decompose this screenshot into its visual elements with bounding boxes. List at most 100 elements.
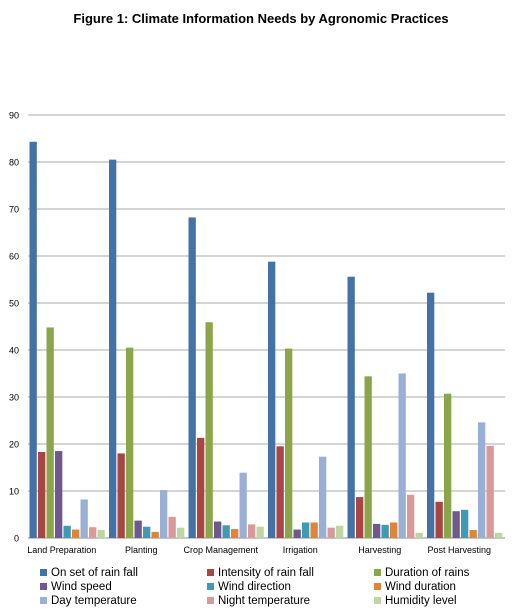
legend-swatch <box>374 569 381 576</box>
legend-item: Intensity of rain fall <box>207 566 374 579</box>
y-tick-label: 90 <box>9 111 19 121</box>
legend-label: Intensity of rain fall <box>218 566 314 579</box>
bar <box>248 524 256 538</box>
legend-swatch <box>374 597 381 604</box>
bar <box>29 141 37 539</box>
bar <box>327 527 335 538</box>
bar <box>319 456 327 538</box>
legend-item: Duration of rains <box>374 566 520 579</box>
bar <box>55 451 63 538</box>
x-tick-label: Crop Management <box>183 545 258 555</box>
bar <box>347 276 355 538</box>
x-tick-label: Irrigation <box>283 545 318 555</box>
bar <box>444 393 452 538</box>
legend-label: Day temperature <box>51 594 137 607</box>
bar <box>63 525 71 538</box>
bar <box>276 446 284 538</box>
bar <box>373 523 381 538</box>
bar <box>143 526 151 538</box>
bar <box>109 159 117 538</box>
y-tick-label: 10 <box>9 487 19 497</box>
chart-title: Figure 1: Climate Information Needs by A… <box>73 11 449 26</box>
legend: On set of rain fall Intensity of rain fal… <box>40 566 520 607</box>
bar <box>46 327 54 538</box>
legend-swatch <box>40 597 47 604</box>
legend-label: Night temperature <box>218 594 311 607</box>
x-tick-label: Planting <box>125 545 158 555</box>
legend-item: Humidity level <box>374 594 520 607</box>
bar <box>293 529 301 538</box>
bar <box>222 525 230 538</box>
bar <box>336 525 344 538</box>
legend-label: Wind duration <box>385 580 456 593</box>
bar <box>117 453 125 538</box>
bar <box>407 494 415 538</box>
bar <box>214 521 222 538</box>
bar <box>469 530 477 538</box>
legend-item: On set of rain fall <box>40 566 207 579</box>
bar <box>415 532 423 538</box>
bar <box>310 522 318 538</box>
bar <box>256 526 264 538</box>
bar <box>38 451 46 538</box>
legend-item: Day temperature <box>40 594 207 607</box>
bar <box>486 445 494 538</box>
legend-swatch <box>207 597 214 604</box>
y-tick-label: 70 <box>9 205 19 215</box>
y-tick-label: 60 <box>9 252 19 262</box>
bar <box>239 472 247 538</box>
bar <box>72 529 80 538</box>
bar <box>381 524 389 538</box>
bar <box>478 422 486 538</box>
bar <box>398 373 406 538</box>
legend-label: Wind direction <box>218 580 291 593</box>
bar <box>495 532 503 538</box>
y-tick-label: 40 <box>9 346 19 356</box>
x-tick-label: Post Harvesting <box>427 545 491 555</box>
legend-swatch <box>207 569 214 576</box>
bar <box>285 348 293 538</box>
bar <box>390 522 398 538</box>
bar <box>435 501 443 538</box>
bar <box>427 292 435 538</box>
y-tick-label: 30 <box>9 393 19 403</box>
y-tick-label: 50 <box>9 299 19 309</box>
bar <box>302 522 310 538</box>
legend-item: Night temperature <box>207 594 374 607</box>
legend-item: Wind direction <box>207 580 374 593</box>
legend-label: Wind speed <box>51 580 112 593</box>
bar <box>134 520 142 538</box>
legend-item: Wind duration <box>374 580 520 593</box>
x-tick-label: Harvesting <box>358 545 401 555</box>
bar <box>160 490 168 538</box>
bar <box>97 530 105 538</box>
bar <box>168 516 176 538</box>
bars <box>29 141 503 539</box>
bar <box>452 511 460 538</box>
bar <box>268 261 276 538</box>
legend-swatch <box>207 583 214 590</box>
bar <box>461 509 469 538</box>
bar <box>188 217 196 538</box>
bar <box>80 499 88 538</box>
x-tick-label: Land Preparation <box>27 545 96 555</box>
legend-label: On set of rain fall <box>51 566 138 579</box>
y-tick-label: 0 <box>14 534 19 544</box>
tick-labels: 0 10 20 30 40 50 60 70 80 90 Land Preparation Plant… <box>9 111 491 556</box>
bar <box>205 322 213 538</box>
bar <box>89 527 97 538</box>
bar <box>177 527 185 538</box>
legend-swatch <box>374 583 381 590</box>
bar <box>197 437 205 538</box>
y-tick-label: 80 <box>9 158 19 168</box>
bar <box>126 347 134 538</box>
bar <box>231 529 239 538</box>
legend-swatch <box>40 583 47 590</box>
y-tick-label: 20 <box>9 440 19 450</box>
legend-swatch <box>40 569 47 576</box>
bar <box>364 376 372 538</box>
bar <box>356 497 364 538</box>
gridlines <box>28 114 505 492</box>
legend-item: Wind speed <box>40 580 207 593</box>
